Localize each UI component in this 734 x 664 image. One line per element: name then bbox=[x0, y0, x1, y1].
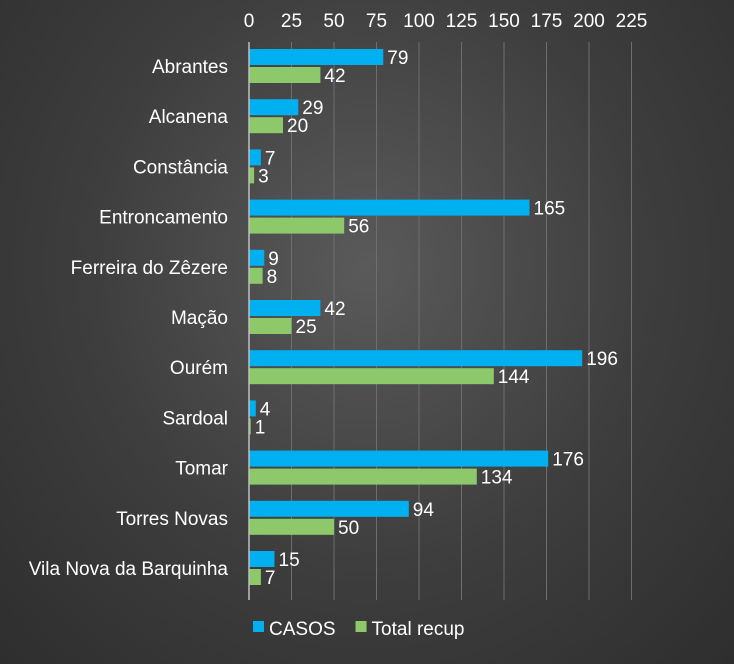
data-label-total-recup-entroncamento: 56 bbox=[348, 217, 369, 238]
bar-total-recup-constancia bbox=[249, 167, 255, 184]
bar-casos-ferreira-do-zezere bbox=[249, 249, 265, 266]
category-label-ourem: Ourém bbox=[170, 358, 228, 379]
category-label-vila-nova-da-barquinha: Vila Nova da Barquinha bbox=[29, 559, 229, 580]
category-label-constancia: Constância bbox=[133, 157, 228, 178]
legend-swatch-casos bbox=[253, 621, 264, 632]
bar-casos-torres-novas bbox=[249, 500, 409, 517]
bar-casos-alcanena bbox=[249, 99, 299, 116]
data-label-casos-ferreira-do-zezere: 9 bbox=[268, 249, 279, 270]
bar-total-recup-entroncamento bbox=[249, 217, 345, 234]
x-tick-label: 100 bbox=[403, 11, 435, 32]
legend-label-total-recup: Total recup bbox=[372, 619, 465, 640]
x-tick-label: 0 bbox=[244, 11, 255, 32]
data-label-total-recup-constancia: 3 bbox=[258, 166, 269, 187]
x-tick-label: 225 bbox=[616, 11, 648, 32]
data-label-total-recup-vila-nova-da-barquinha: 7 bbox=[265, 568, 276, 589]
category-labels: Abrantes Alcanena Constância Entroncamento F… bbox=[29, 57, 229, 580]
legend: CASOS Total recup bbox=[253, 619, 464, 640]
bar-total-recup-ferreira-do-zezere bbox=[249, 267, 263, 284]
bar-total-recup-macao bbox=[249, 318, 292, 334]
bar-casos-ourem bbox=[249, 350, 583, 367]
category-label-sardoal: Sardoal bbox=[163, 408, 229, 429]
bar-total-recup-vila-nova-da-barquinha bbox=[249, 569, 261, 585]
data-label-total-recup-tomar: 134 bbox=[481, 468, 513, 489]
bar-total-recup-alcanena bbox=[249, 117, 283, 134]
data-label-total-recup-ferreira-do-zezere: 8 bbox=[267, 267, 278, 288]
bars bbox=[249, 49, 583, 585]
x-axis-ticks: 0 25 50 75 100 125 150 175 200 225 bbox=[244, 11, 648, 32]
bar-casos-sardoal bbox=[249, 400, 256, 417]
legend-label-casos: CASOS bbox=[269, 619, 336, 640]
bar-casos-abrantes bbox=[249, 49, 384, 65]
data-label-casos-constancia: 7 bbox=[265, 148, 276, 169]
data-label-casos-torres-novas: 94 bbox=[413, 500, 435, 521]
x-tick-label: 50 bbox=[323, 11, 344, 32]
bar-casos-macao bbox=[249, 300, 321, 316]
x-tick-label: 200 bbox=[573, 11, 605, 32]
data-label-casos-tomar: 176 bbox=[552, 450, 584, 471]
data-label-total-recup-alcanena: 20 bbox=[287, 116, 308, 137]
data-label-casos-abrantes: 79 bbox=[387, 48, 408, 69]
legend-swatch-total-recup bbox=[355, 621, 367, 632]
data-label-total-recup-torres-novas: 50 bbox=[338, 518, 359, 539]
data-label-casos-entroncamento: 165 bbox=[534, 199, 566, 220]
category-label-alcanena: Alcanena bbox=[149, 107, 229, 128]
category-label-torres-novas: Torres Novas bbox=[116, 509, 228, 530]
data-label-casos-sardoal: 4 bbox=[260, 399, 271, 420]
category-label-entroncamento: Entroncamento bbox=[99, 208, 228, 229]
x-tick-label: 175 bbox=[531, 11, 563, 32]
category-label-tomar: Tomar bbox=[175, 459, 228, 480]
x-tick-label: 25 bbox=[281, 11, 302, 32]
bar-total-recup-sardoal bbox=[249, 418, 251, 435]
data-label-total-recup-sardoal: 1 bbox=[255, 417, 266, 438]
bar-casos-tomar bbox=[249, 450, 549, 467]
bar-casos-constancia bbox=[249, 149, 261, 166]
data-labels: 7942292073165569842251961444117613494501… bbox=[255, 48, 618, 589]
data-label-total-recup-abrantes: 42 bbox=[324, 66, 345, 87]
category-label-abrantes: Abrantes bbox=[152, 57, 228, 78]
x-tick-label: 125 bbox=[446, 11, 478, 32]
bar-total-recup-torres-novas bbox=[249, 518, 334, 535]
data-label-casos-alcanena: 29 bbox=[302, 98, 323, 119]
category-label-ferreira-do-zezere: Ferreira do Zêzere bbox=[71, 258, 228, 279]
data-label-casos-vila-nova-da-barquinha: 15 bbox=[279, 550, 300, 571]
bar-casos-vila-nova-da-barquinha bbox=[249, 551, 275, 567]
gridlines bbox=[291, 42, 632, 600]
x-tick-label: 75 bbox=[366, 11, 387, 32]
data-label-casos-macao: 42 bbox=[324, 299, 345, 320]
bar-total-recup-abrantes bbox=[249, 67, 321, 83]
data-label-total-recup-macao: 25 bbox=[296, 317, 317, 338]
bar-total-recup-ourem bbox=[249, 368, 494, 385]
data-label-casos-ourem: 196 bbox=[586, 349, 618, 370]
x-tick-label: 150 bbox=[488, 11, 520, 32]
category-label-macao: Mação bbox=[171, 308, 228, 329]
bar-total-recup-tomar bbox=[249, 468, 477, 485]
bar-casos-entroncamento bbox=[249, 199, 530, 216]
data-label-total-recup-ourem: 144 bbox=[498, 367, 530, 388]
